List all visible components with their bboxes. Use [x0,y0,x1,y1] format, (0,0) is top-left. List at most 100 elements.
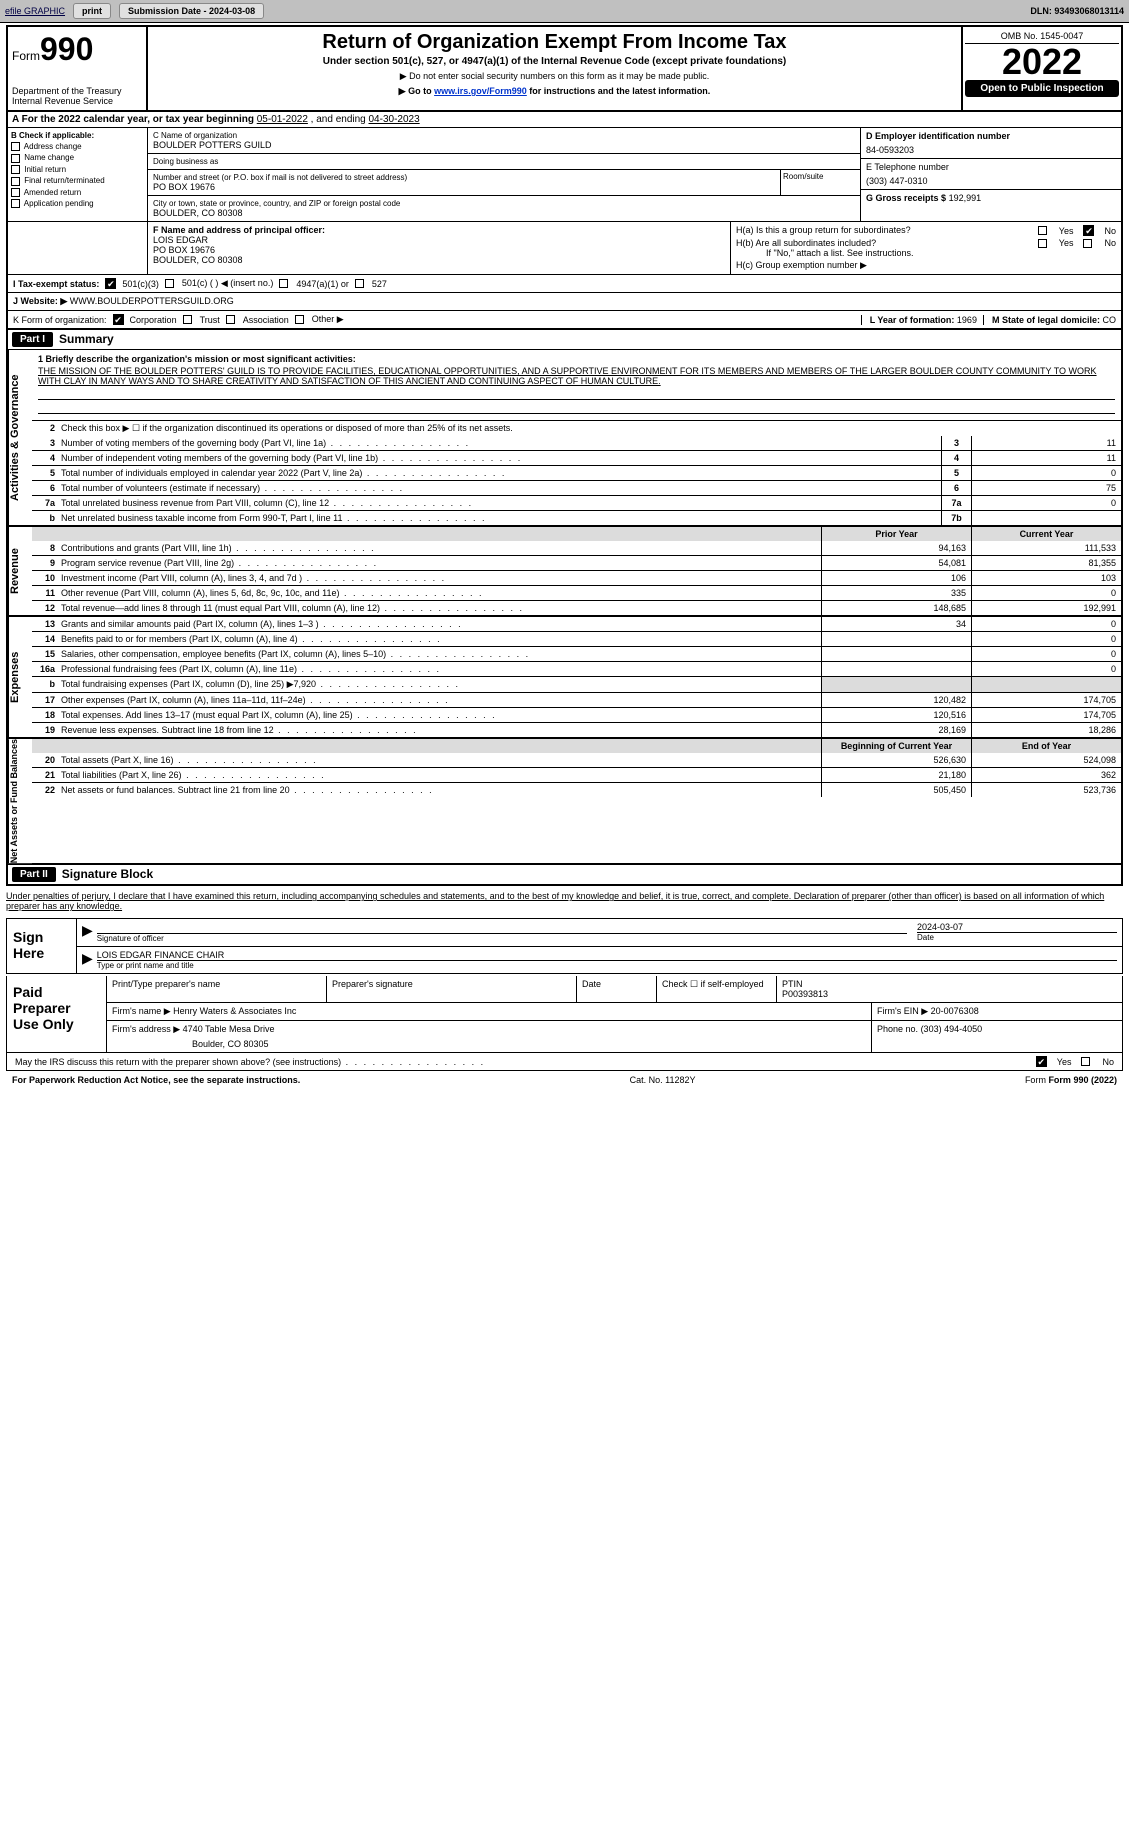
box-h: H(a) Is this a group return for subordin… [731,222,1121,274]
summary-line: 3Number of voting members of the governi… [32,436,1121,450]
expenses-block: Expenses 13Grants and similar amounts pa… [8,617,1121,739]
net-assets-block: Net Assets or Fund Balances Beginning of… [8,739,1121,865]
box-b: B Check if applicable: Address change Na… [8,128,148,221]
arrow-icon: ▶ [82,922,93,943]
signature-block: Under penalties of perjury, I declare th… [6,888,1123,974]
tax-year: 2022 [965,44,1119,80]
boxb-checkbox[interactable] [11,177,20,186]
period-begin: 05-01-2022 [257,114,308,125]
firm-name: Henry Waters & Associates Inc [173,1006,296,1016]
boxb-checkbox[interactable] [11,188,20,197]
ag-sidebar: Activities & Governance [8,350,32,525]
row-i: I Tax-exempt status: ✔501(c)(3) 501(c) (… [8,275,1121,293]
arrow-icon: ▶ [82,950,93,970]
row-klm: K Form of organization: ✔Corporation Tru… [8,311,1121,330]
ptin: P00393813 [782,989,1117,999]
hb-no-checkbox[interactable] [1083,239,1092,248]
tax-period-row: A For the 2022 calendar year, or tax yea… [8,112,1121,128]
assoc-checkbox[interactable] [226,315,235,324]
officer-name: LOIS EDGAR [153,235,725,245]
summary-line: 13Grants and similar amounts paid (Part … [32,617,1121,631]
summary-line: 16aProfessional fundraising fees (Part I… [32,661,1121,676]
hb-yes-checkbox[interactable] [1038,239,1047,248]
sign-date: 2024-03-07 [917,922,1117,933]
may-irs-row: May the IRS discuss this return with the… [6,1053,1123,1071]
part2-header: Part II Signature Block [8,865,1121,884]
box-c: C Name of organization BOULDER POTTERS G… [148,128,861,221]
firm-ein: 20-0076308 [931,1006,979,1016]
box-de: D Employer identification number 84-0593… [861,128,1121,221]
info-row: B Check if applicable: Address change Na… [8,128,1121,222]
top-toolbar: efile GRAPHIC print Submission Date - 20… [0,0,1129,23]
gross-receipts: 192,991 [949,193,982,203]
activities-governance-block: Activities & Governance 1 Briefly descri… [8,350,1121,527]
print-button[interactable]: print [73,3,111,19]
irs-label: Internal Revenue Service [12,96,142,106]
part1-header: Part I Summary [8,330,1121,350]
summary-line: 22Net assets or fund balances. Subtract … [32,782,1121,797]
ssn-note: ▶ Do not enter social security numbers o… [154,71,955,82]
may-no-checkbox[interactable] [1081,1057,1090,1066]
firm-addr2: Boulder, CO 80305 [192,1039,866,1049]
room-suite: Room/suite [780,170,860,195]
501c3-checkbox[interactable]: ✔ [105,278,116,289]
boxb-checkbox[interactable] [11,165,20,174]
summary-line: 20Total assets (Part X, line 16)526,6305… [32,753,1121,767]
summary-line: 18Total expenses. Add lines 13–17 (must … [32,707,1121,722]
summary-line: 10Investment income (Part VIII, column (… [32,570,1121,585]
summary-line: 19Revenue less expenses. Subtract line 1… [32,722,1121,737]
paid-preparer-block: Paid Preparer Use Only Print/Type prepar… [6,976,1123,1053]
rev-sidebar: Revenue [8,527,32,615]
na-sidebar: Net Assets or Fund Balances [8,739,32,863]
exp-sidebar: Expenses [8,617,32,737]
firm-addr1: 4740 Table Mesa Drive [183,1024,275,1034]
form-subtitle: Under section 501(c), 527, or 4947(a)(1)… [154,56,955,67]
summary-line: 14Benefits paid to or for members (Part … [32,631,1121,646]
trust-checkbox[interactable] [183,315,192,324]
phone: (303) 447-0310 [866,176,1116,186]
summary-line: 11Other revenue (Part VIII, column (A), … [32,585,1121,600]
page-footer: For Paperwork Reduction Act Notice, see … [6,1071,1123,1089]
may-yes-checkbox[interactable]: ✔ [1036,1056,1047,1067]
boxb-checkbox[interactable] [11,199,20,208]
ein: 84-0593203 [866,145,1116,155]
irs-link[interactable]: www.irs.gov/Form990 [434,86,527,96]
form-header: Form990 Department of the Treasury Inter… [8,27,1121,112]
form-990: Form990 Department of the Treasury Inter… [6,25,1123,886]
org-street: PO BOX 19676 [153,182,775,192]
box-f: F Name and address of principal officer:… [148,222,731,274]
period-end: 04-30-2023 [369,114,420,125]
mission-section: 1 Briefly describe the organization's mi… [32,350,1121,420]
summary-line: 7aTotal unrelated business revenue from … [32,495,1121,510]
corp-checkbox[interactable]: ✔ [113,314,124,325]
527-checkbox[interactable] [355,279,364,288]
501c-checkbox[interactable] [165,279,174,288]
org-name: BOULDER POTTERS GUILD [153,140,855,150]
dln-text: DLN: 93493068013114 [1030,6,1124,16]
other-checkbox[interactable] [295,315,304,324]
summary-line: 5Total number of individuals employed in… [32,465,1121,480]
efile-link[interactable]: efile GRAPHIC [5,6,65,16]
mission-text: THE MISSION OF THE BOULDER POTTERS' GUIL… [38,366,1115,386]
summary-line: bNet unrelated business taxable income f… [32,510,1121,525]
officer-printed: LOIS EDGAR FINANCE CHAIR [97,950,1117,961]
boxb-checkbox[interactable] [11,142,20,151]
org-city: BOULDER, CO 80308 [153,208,855,218]
ha-no-checkbox[interactable]: ✔ [1083,225,1094,236]
revenue-block: Revenue Prior Year Current Year 8Contrib… [8,527,1121,617]
submission-button[interactable]: Submission Date - 2024-03-08 [119,3,264,19]
ha-yes-checkbox[interactable] [1038,226,1047,235]
summary-line: 17Other expenses (Part IX, column (A), l… [32,692,1121,707]
row-fh: F Name and address of principal officer:… [8,222,1121,275]
summary-line: 6Total number of volunteers (estimate if… [32,480,1121,495]
summary-line: 4Number of independent voting members of… [32,450,1121,465]
summary-line: 21Total liabilities (Part X, line 26)21,… [32,767,1121,782]
perjury-text: Under penalties of perjury, I declare th… [6,888,1123,914]
4947-checkbox[interactable] [279,279,288,288]
summary-line: bTotal fundraising expenses (Part IX, co… [32,676,1121,692]
boxb-checkbox[interactable] [11,154,20,163]
summary-line: 15Salaries, other compensation, employee… [32,646,1121,661]
summary-line: 9Program service revenue (Part VIII, lin… [32,555,1121,570]
dept-label: Department of the Treasury [12,86,142,96]
sign-here-label: Sign Here [7,919,77,973]
